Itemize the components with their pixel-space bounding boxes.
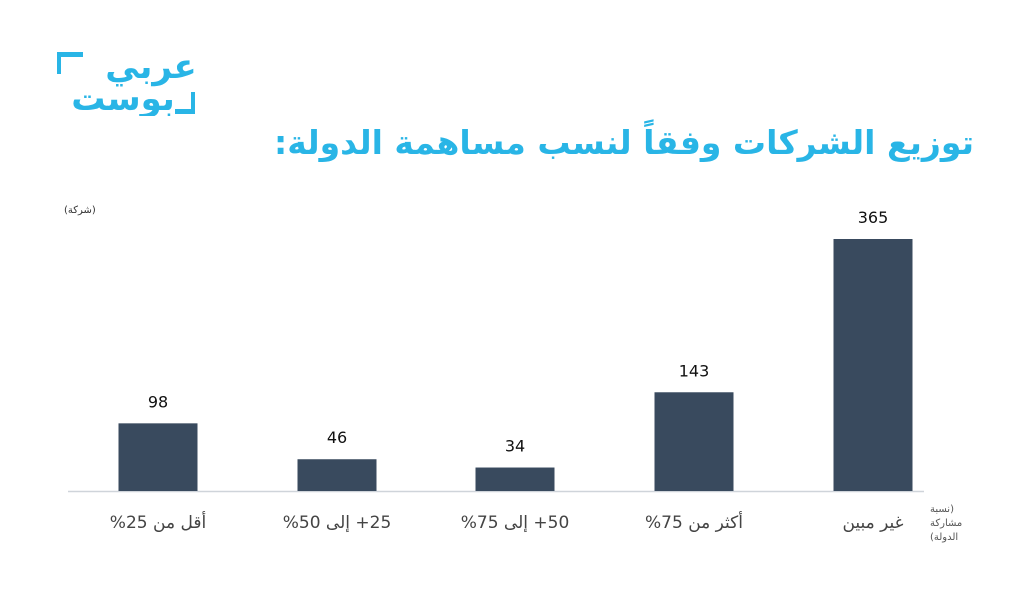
chart-title: توزيع الشركات وفقاً لنسب مساهمة الدولة: [274, 123, 974, 162]
y-axis-label: (شركة) [64, 205, 96, 216]
bar-4 [654, 392, 734, 491]
x-axis-label: (نسبة مشاركة الدولة) [930, 504, 963, 543]
bar-3 [475, 467, 555, 491]
data-label-1: 98 [148, 392, 168, 411]
data-label-4: 143 [679, 361, 710, 380]
category-label-1: أقل من 25% [110, 511, 206, 533]
category-label-3: 50+ إلى 75% [461, 513, 570, 533]
category-label-2: 25+ إلى 50% [283, 513, 392, 533]
bar-5 [833, 239, 913, 491]
logo-text-line1: عربي [105, 50, 197, 87]
bar-1 [118, 423, 198, 491]
data-label-2: 46 [327, 428, 347, 447]
category-label-4: أكثر من 75% [645, 511, 743, 533]
data-label-5: 365 [858, 208, 889, 227]
category-label-5: غير مبين [842, 513, 903, 533]
arabi-post-logo: عربي بوست [57, 50, 197, 116]
logo-text-line2: بوست [71, 79, 175, 116]
data-label-3: 34 [505, 437, 525, 456]
bar-2 [297, 459, 377, 491]
